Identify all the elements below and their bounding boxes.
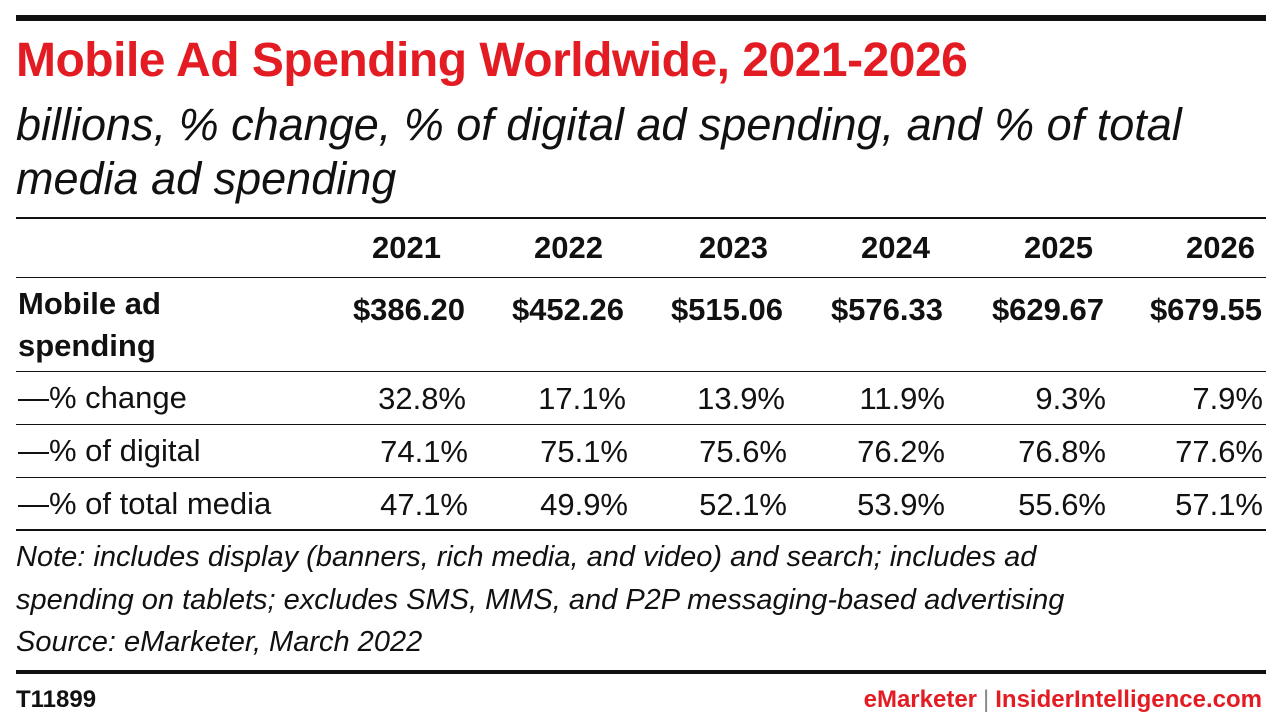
chart-title: Mobile Ad Spending Worldwide, 2021-2026 — [16, 34, 968, 87]
row-divider — [16, 477, 1266, 478]
row-divider — [16, 424, 1266, 425]
note-line: Note: includes display (banners, rich me… — [16, 541, 1037, 573]
table-cell: 47.1% — [380, 487, 468, 522]
table-cell: 76.2% — [857, 434, 945, 469]
table-cell: 17.1% — [538, 381, 626, 416]
table-cell: 9.3% — [1035, 381, 1106, 416]
column-header: 2021 — [372, 230, 441, 265]
table-cell: $679.55 — [1149, 292, 1262, 327]
table-cell: $452.26 — [511, 292, 624, 327]
column-header: 2025 — [1024, 230, 1093, 265]
row-label: —% of total media — [18, 486, 272, 521]
table-cell: 32.8% — [378, 381, 466, 416]
table-cell: 75.6% — [699, 434, 787, 469]
table-cell: 55.6% — [1018, 487, 1106, 522]
table-bottom-rule — [16, 529, 1266, 531]
table-cell: 77.6% — [1175, 434, 1263, 469]
table-cell: $386.20 — [352, 292, 465, 327]
table-cell: 11.9% — [859, 381, 945, 416]
row-divider — [16, 277, 1266, 278]
table-cell: $515.06 — [670, 292, 783, 327]
table-cell: 76.8% — [1018, 434, 1106, 469]
note-line: spending on tablets; excludes SMS, MMS, … — [16, 584, 1065, 616]
brand-separator: | — [983, 686, 990, 713]
table-cell: 13.9% — [697, 381, 785, 416]
row-divider — [16, 371, 1266, 372]
table-cell: 57.1% — [1175, 487, 1263, 522]
table-cell: 53.9% — [857, 487, 945, 522]
row-label: —% of digital — [18, 433, 201, 468]
row-label: —% change — [18, 380, 187, 415]
table-cell: $576.33 — [830, 292, 943, 327]
table-cell: 52.1% — [699, 487, 787, 522]
row-label: Mobile ad spending — [18, 286, 161, 363]
brand-footer: eMarketer | InsiderIntelligence.com — [864, 686, 1262, 714]
insider-intelligence-link[interactable]: InsiderIntelligence.com — [995, 686, 1262, 713]
column-header: 2024 — [861, 230, 930, 265]
source-note: Source: eMarketer, March 2022 — [16, 626, 423, 658]
table-cell: $629.67 — [991, 292, 1104, 327]
header-top-rule — [16, 217, 1266, 219]
chart-id: T11899 — [16, 686, 97, 713]
table-cell: 74.1% — [380, 434, 468, 469]
column-header: 2026 — [1186, 230, 1255, 265]
table-cell: 75.1% — [540, 434, 628, 469]
table-cell: 7.9% — [1192, 381, 1263, 416]
chart-subtitle: billions, % change, % of digital ad spen… — [16, 99, 1182, 204]
footer-rule — [16, 670, 1266, 674]
top-rule — [16, 15, 1266, 21]
column-header: 2022 — [534, 230, 603, 265]
table-cell: 49.9% — [540, 487, 628, 522]
emarketer-logo-text: eMarketer — [863, 686, 978, 713]
column-header: 2023 — [699, 230, 768, 265]
